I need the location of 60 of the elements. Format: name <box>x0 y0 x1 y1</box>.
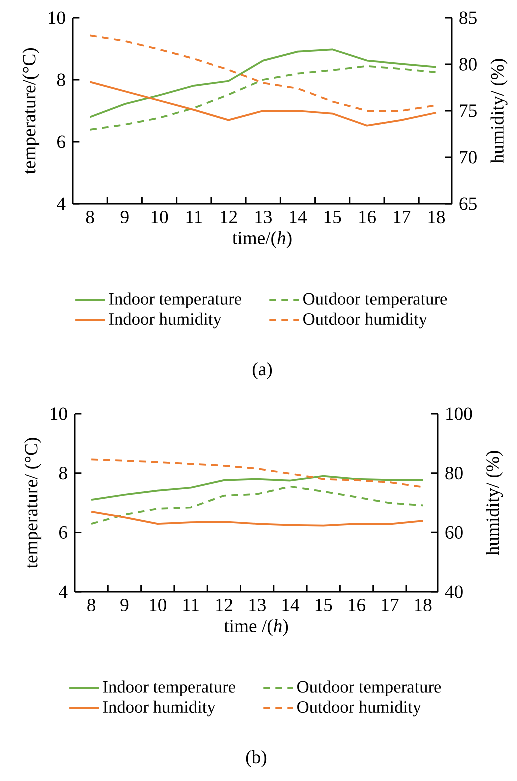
y-tick-label: 10 <box>49 12 66 24</box>
line-series <box>90 486 424 526</box>
line-series <box>89 48 438 118</box>
y2-tick-label: 70 <box>460 151 477 164</box>
x-tick-label: 17 <box>382 598 399 612</box>
x-tick-label: 10 <box>152 210 168 224</box>
x-tick-label: 16 <box>349 598 366 612</box>
x-tick-label: 9 <box>120 210 129 224</box>
legend-label: Outdoor temperature <box>304 292 448 308</box>
legend-label: Outdoor humidity <box>298 700 422 717</box>
y-tick-label: 8 <box>59 467 68 480</box>
x-tick-label: 9 <box>120 598 129 612</box>
y-tick-label: 6 <box>58 136 66 148</box>
x-tick-label: 14 <box>290 210 308 224</box>
x-tick-label: 18 <box>415 598 432 612</box>
text: (b) <box>246 750 267 768</box>
y2-tick-label: 60 <box>446 526 463 539</box>
x-tick-label: 8 <box>88 598 96 612</box>
x-tick-label: 8 <box>86 210 94 224</box>
y-axis-title: temperature/ (°C) <box>24 438 42 568</box>
x-tick-label: 16 <box>359 210 376 224</box>
y-tick-label: 6 <box>60 526 68 539</box>
x-tick-label: 11 <box>184 598 199 612</box>
x-tick-label: 15 <box>316 598 332 612</box>
x-tick-label: 13 <box>250 598 266 612</box>
x-tick-label: 14 <box>282 598 300 612</box>
y-tick-label: 4 <box>57 198 66 210</box>
x-tick-label: 12 <box>216 598 232 612</box>
x-axis-title: time /(h) <box>224 619 288 636</box>
y2-tick-label: 75 <box>460 104 477 118</box>
legend-label: Indoor temperature <box>103 680 236 696</box>
y2-axis-title: humidity/ (%) <box>490 59 508 164</box>
y2-axis-title: humidity/ (%) <box>486 451 504 556</box>
line-series <box>90 475 424 501</box>
y-axis-title: temperature/(°C) <box>22 48 40 174</box>
legend-label: Outdoor humidity <box>304 312 428 329</box>
legend-label: Outdoor temperature <box>298 680 442 696</box>
text: (a) <box>252 362 272 380</box>
y2-tick-label: 65 <box>460 198 477 210</box>
x-tick-label: 10 <box>150 598 166 612</box>
y2-tick-label: 100 <box>446 408 472 420</box>
y2-tick-label: 40 <box>445 586 463 598</box>
y2-tick-label: 80 <box>446 467 463 480</box>
x-tick-label: 17 <box>394 210 411 224</box>
legend-label: Indoor temperature <box>109 292 242 308</box>
x-tick-label: 18 <box>428 210 446 224</box>
x-tick-label: 13 <box>256 210 272 224</box>
y2-tick-label: 85 <box>460 12 477 24</box>
y-tick-label: 8 <box>57 74 66 86</box>
x-tick-label: 15 <box>324 210 342 224</box>
y-tick-label: 4 <box>59 586 68 598</box>
x-tick-label: 11 <box>186 210 202 224</box>
y2-tick-label: 80 <box>460 58 477 71</box>
y-tick-label: 10 <box>51 408 68 420</box>
line-series <box>90 510 424 527</box>
line-series <box>89 65 438 131</box>
x-axis-title: time/(h) <box>232 231 292 248</box>
legend-label: Indoor humidity <box>103 700 216 717</box>
x-tick-label: 12 <box>221 210 238 224</box>
legend-label: Indoor humidity <box>109 312 222 329</box>
